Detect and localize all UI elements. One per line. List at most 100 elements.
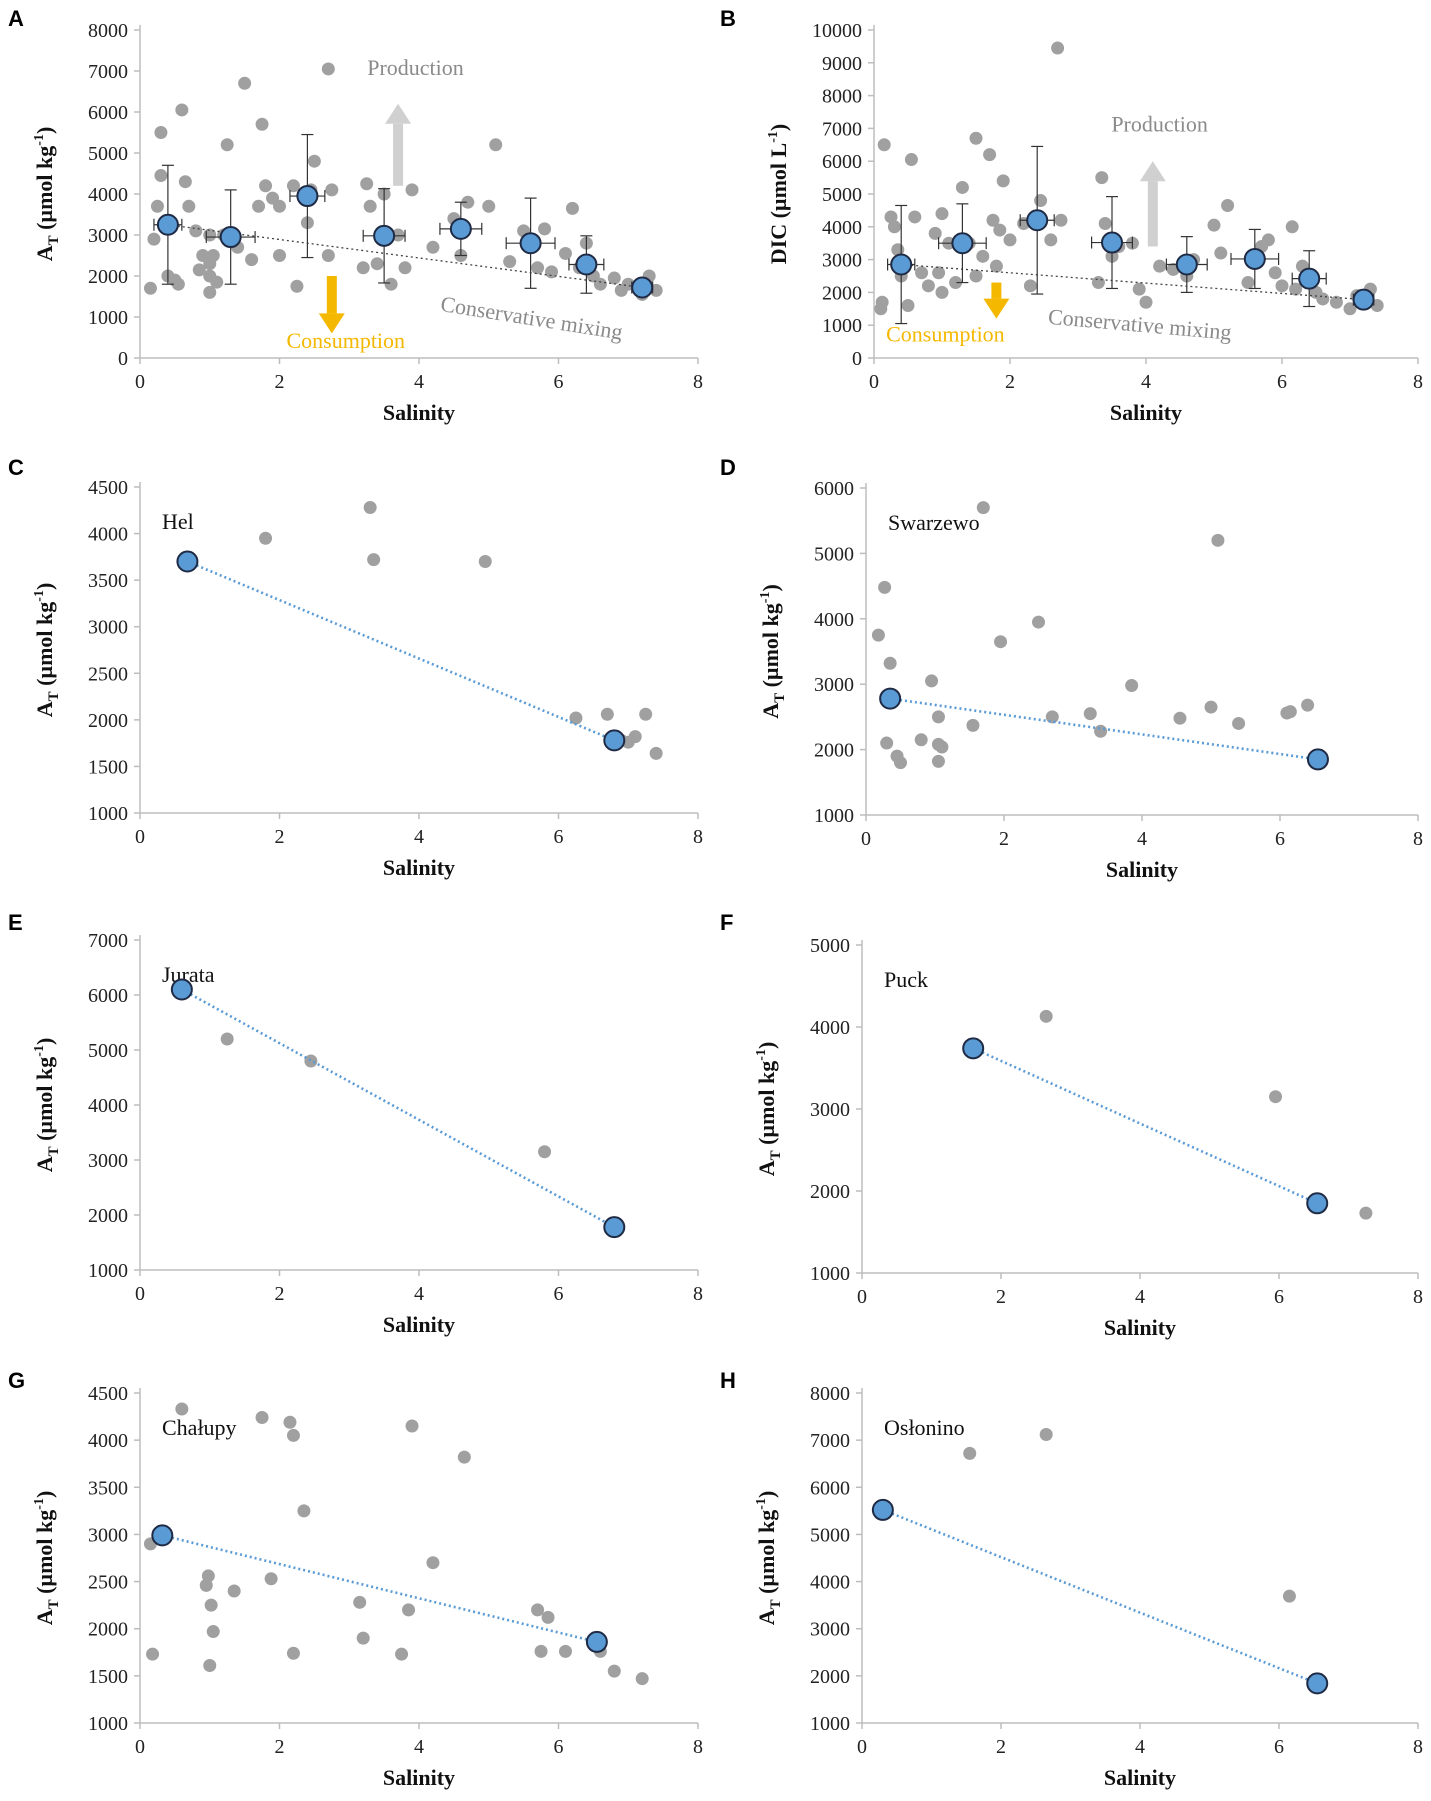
- observation-point: [264, 1572, 278, 1586]
- chart-panel-h: H 1000 2000 3000 4000 5000 6000 7000 8000 0 2 4 6 8 Sa…: [720, 1368, 1423, 1790]
- y-axis-title-sub: T: [46, 1599, 62, 1609]
- observation-point: [932, 266, 946, 280]
- y-tick-label: 1000: [88, 1713, 128, 1735]
- site-label: Hel: [162, 509, 194, 534]
- x-tick-label: 8: [1413, 371, 1423, 393]
- observation-point: [921, 279, 935, 293]
- observation-point: [1139, 295, 1153, 309]
- y-tick-label: 1000: [88, 307, 128, 329]
- site-label: Puck: [884, 967, 928, 992]
- observation-point: [569, 711, 583, 725]
- mean-point: [879, 687, 902, 710]
- observation-point: [245, 253, 259, 267]
- observation-point: [321, 249, 335, 262]
- observation-point: [307, 154, 321, 168]
- y-tick-label: 4000: [822, 217, 862, 239]
- mean-point: [890, 253, 913, 276]
- y-tick-label: 2000: [822, 282, 862, 304]
- mean-point: [151, 1524, 174, 1547]
- x-tick-label: 6: [554, 1283, 564, 1305]
- y-axis-title-sup: -1: [754, 1498, 769, 1510]
- y-axis-title-main: A: [32, 701, 57, 717]
- y-axis-title-sup: -1: [766, 131, 781, 143]
- y-axis-title-close: ): [32, 583, 57, 590]
- site-label: Osłonino: [884, 1415, 965, 1440]
- x-tick-label: 0: [135, 371, 145, 393]
- production-annotation: Production: [1111, 112, 1208, 137]
- x-axis-title: Salinity: [383, 855, 455, 880]
- observation-point: [321, 62, 335, 76]
- x-axis-title: Salinity: [1104, 1315, 1176, 1340]
- observation-point: [360, 177, 374, 191]
- y-tick-label: 3000: [814, 674, 854, 696]
- y-tick-label: 8000: [88, 20, 128, 42]
- chart-panel-a: A 0 1000 2000 3000 4000 5000 6000 7000 8000 0 2 4 6 8 S…: [8, 6, 703, 425]
- observation-point: [1098, 217, 1112, 231]
- y-tick-label: 3000: [810, 1619, 850, 1641]
- observation-point: [1301, 698, 1315, 712]
- y-tick-label: 2000: [810, 1666, 850, 1688]
- x-axis-title: Salinity: [1104, 1765, 1176, 1790]
- x-tick-label: 8: [1413, 1286, 1423, 1308]
- observation-point: [1039, 1009, 1053, 1023]
- mean-point: [962, 1037, 985, 1060]
- observation-point: [963, 1446, 977, 1460]
- observation-point: [635, 1672, 649, 1686]
- observation-point: [931, 754, 945, 768]
- y-axis-title-sup: -1: [758, 592, 773, 604]
- observation-point: [1214, 246, 1228, 260]
- mean-point: [296, 185, 319, 208]
- observation-point: [935, 207, 949, 221]
- y-axis-title-unit: (µmol kg: [754, 1510, 779, 1600]
- observation-point: [290, 279, 304, 293]
- observation-point: [273, 249, 286, 262]
- mean-point: [1101, 231, 1123, 254]
- observation-point: [986, 213, 1000, 227]
- observation-point: [969, 269, 983, 283]
- site-label: Chałupy: [162, 1415, 237, 1440]
- y-axis-title-sup: -1: [754, 1049, 769, 1061]
- observation-point: [206, 1625, 220, 1639]
- observation-point: [175, 1402, 189, 1416]
- conservative-mixing-line: [889, 697, 1319, 761]
- observation-point: [894, 756, 907, 770]
- x-tick-label: 2: [275, 826, 285, 848]
- observation-point: [531, 1603, 545, 1617]
- x-tick-label: 0: [857, 1286, 867, 1308]
- observation-point: [178, 175, 192, 189]
- x-tick-label: 4: [414, 1736, 424, 1758]
- observation-point: [1173, 711, 1187, 725]
- y-tick-label: 5000: [814, 543, 854, 565]
- observation-point: [203, 285, 217, 299]
- y-axis-title-main: A: [32, 1156, 57, 1172]
- x-tick-label: 2: [999, 828, 1009, 850]
- y-tick-label: 4000: [88, 524, 128, 546]
- observation-point: [1285, 220, 1299, 234]
- observation-point: [206, 249, 220, 262]
- observation-point: [395, 1647, 409, 1661]
- chart-panel-d: D 1000 2000 3000 4000 5000 6000 0 2 4 6 8 Salinity AT…: [720, 455, 1423, 882]
- observation-point: [227, 1584, 241, 1598]
- observation-point: [1054, 213, 1068, 227]
- x-tick-label: 6: [1275, 828, 1285, 850]
- y-axis-title: AT (µmol kg-1): [758, 584, 788, 719]
- y-tick-label: 6000: [88, 985, 128, 1007]
- observation-point: [1211, 533, 1225, 547]
- observation-point: [1095, 171, 1109, 185]
- observation-point: [220, 138, 234, 152]
- observation-point: [989, 259, 1003, 273]
- observation-point: [154, 126, 168, 139]
- yellow-arrow-head: [983, 298, 1010, 319]
- observation-point: [286, 1646, 300, 1660]
- y-axis-title: AT (µmol kg-1): [32, 127, 62, 262]
- y-tick-label: 4000: [88, 1095, 128, 1117]
- panel-letter: D: [720, 455, 736, 480]
- observation-point: [884, 210, 898, 224]
- observation-point: [877, 138, 891, 152]
- observation-point: [482, 199, 496, 213]
- y-tick-label: 5000: [810, 935, 850, 957]
- y-tick-label: 6000: [88, 102, 128, 124]
- conservative-mixing-annotation: Conservative mixing: [1047, 304, 1232, 345]
- observation-point: [238, 76, 252, 90]
